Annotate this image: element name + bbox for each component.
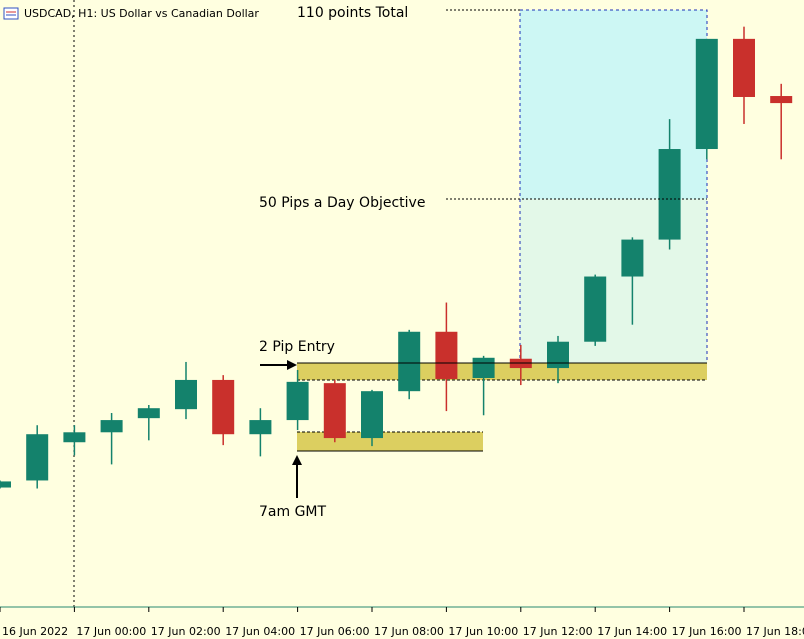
candle-body — [621, 239, 644, 277]
candle-body — [26, 434, 49, 481]
chart-title: USDCAD, H1: US Dollar vs Canadian Dollar — [24, 7, 259, 20]
x-tick-label: 17 Jun 00:00 — [76, 625, 146, 638]
x-tick-label: 17 Jun 08:00 — [374, 625, 444, 638]
x-tick-label: 17 Jun 06:00 — [300, 625, 370, 638]
x-tick-label: 17 Jun 12:00 — [523, 625, 593, 638]
candle-body — [770, 96, 793, 104]
annotation: 2 Pip Entry — [259, 339, 335, 355]
candle-body — [435, 331, 458, 379]
candle-body — [323, 383, 346, 439]
x-tick-label: 16 Jun 2022 — [2, 625, 68, 638]
annotation: 7am GMT — [259, 504, 327, 520]
x-tick-label: 17 Jun 14:00 — [597, 625, 667, 638]
annotation: 50 Pips a Day Objective — [259, 195, 425, 211]
annotation: 110 points Total — [297, 5, 408, 21]
candle-body — [286, 381, 309, 421]
arrow-head — [287, 360, 297, 370]
candle-body — [658, 149, 681, 240]
candle-body — [63, 432, 86, 443]
candle-body — [398, 331, 421, 392]
candle-body — [733, 38, 755, 97]
candle-body — [175, 379, 197, 410]
x-tick-label: 17 Jun 16:00 — [672, 625, 742, 638]
candle-body — [249, 420, 272, 435]
entry-zone — [297, 363, 707, 380]
x-tick-label: 17 Jun 18:00 — [746, 625, 804, 638]
candle-body — [584, 276, 607, 342]
candle-body — [100, 420, 123, 433]
candle-body — [547, 341, 569, 369]
candle-body — [212, 379, 235, 435]
chart-icon — [3, 7, 19, 20]
x-tick-label: 17 Jun 02:00 — [151, 625, 221, 638]
candle-body — [472, 357, 495, 379]
x-tick-label: 17 Jun 10:00 — [448, 625, 518, 638]
candle-body — [695, 38, 718, 150]
arrow-head — [292, 455, 302, 465]
candle-body — [0, 481, 11, 488]
candle-body — [137, 408, 160, 419]
candle-body — [361, 391, 383, 439]
x-tick-label: 17 Jun 04:00 — [225, 625, 295, 638]
